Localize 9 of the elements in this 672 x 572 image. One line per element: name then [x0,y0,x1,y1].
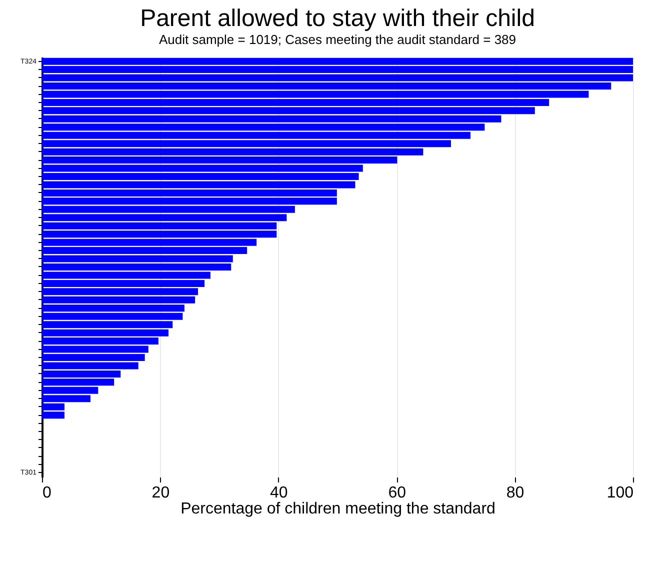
x-tick-label: 60 [388,484,406,502]
x-tick-label: 0 [42,484,52,502]
x-tick-label: 20 [152,484,170,502]
x-tick-label: 100 [606,484,634,502]
x-axis-title: Percentage of children meeting the standard [180,500,496,518]
chart-subtitle: Audit sample = 1019; Cases meeting the audit standard = 389 [158,32,516,47]
chart-title: Parent allowed to stay with their child [140,4,535,32]
x-tick-label: 80 [506,484,524,502]
x-tick-label: 40 [270,484,288,502]
